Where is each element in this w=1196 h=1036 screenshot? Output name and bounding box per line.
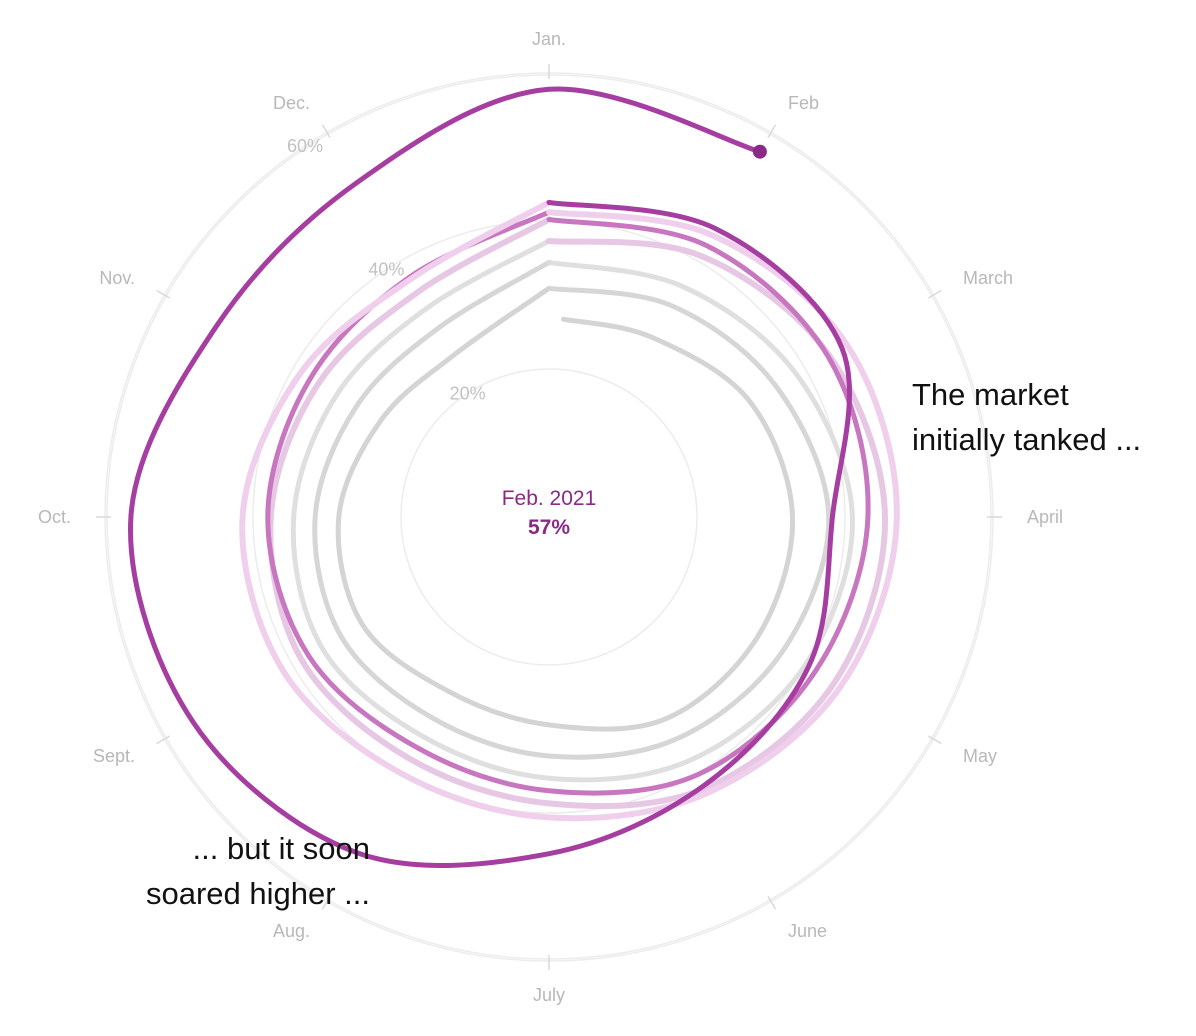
series-line [335, 285, 796, 732]
month-tick [156, 289, 171, 299]
series-line [265, 209, 871, 796]
month-tick [321, 895, 331, 910]
month-label: Sept. [93, 746, 135, 766]
series-lines [128, 86, 900, 868]
center-readout: Feb. 2021 57% [502, 487, 597, 539]
month-tick [927, 289, 942, 299]
month-label: July [533, 985, 565, 1005]
center-value-label: 57% [528, 516, 570, 539]
grid-ring [400, 368, 698, 666]
month-tick [156, 735, 171, 745]
month-label: May [963, 746, 997, 766]
month-label: June [788, 921, 827, 941]
month-tick [927, 735, 942, 745]
month-label: Aug. [273, 921, 310, 941]
month-label: March [963, 268, 1013, 288]
annotation-line: ... but it soon [192, 831, 371, 866]
series-line [312, 259, 832, 760]
ring-value-label: 20% [450, 383, 486, 403]
month-tick [767, 895, 777, 910]
month-label: Oct. [38, 507, 71, 527]
ring-value-label: 40% [368, 260, 404, 280]
annotation-soared-higher: ... but it soon soared higher ... [146, 826, 370, 916]
annotation-line: initially tanked ... [912, 422, 1142, 457]
series-line [239, 199, 900, 822]
annotation-line: soared higher ... [145, 876, 370, 911]
month-label: Feb [788, 93, 819, 113]
series-line [128, 86, 853, 868]
series-end-point [752, 144, 767, 159]
month-label: April [1027, 507, 1063, 527]
center-date-label: Feb. 2021 [502, 487, 597, 510]
month-tick [321, 124, 331, 139]
month-label: Dec. [273, 93, 310, 113]
annotation-market-tanked: The market initially tanked ... [912, 372, 1141, 462]
annotation-line: The market [912, 377, 1069, 412]
ring-value-label: 60% [287, 136, 323, 156]
month-label: Jan. [532, 29, 566, 49]
series-line [290, 238, 855, 783]
axis-labels: Jan. Feb March April May June July Aug. Sept. Oct… [38, 29, 1063, 1005]
month-label: Nov. [99, 268, 135, 288]
month-tick [767, 124, 777, 139]
